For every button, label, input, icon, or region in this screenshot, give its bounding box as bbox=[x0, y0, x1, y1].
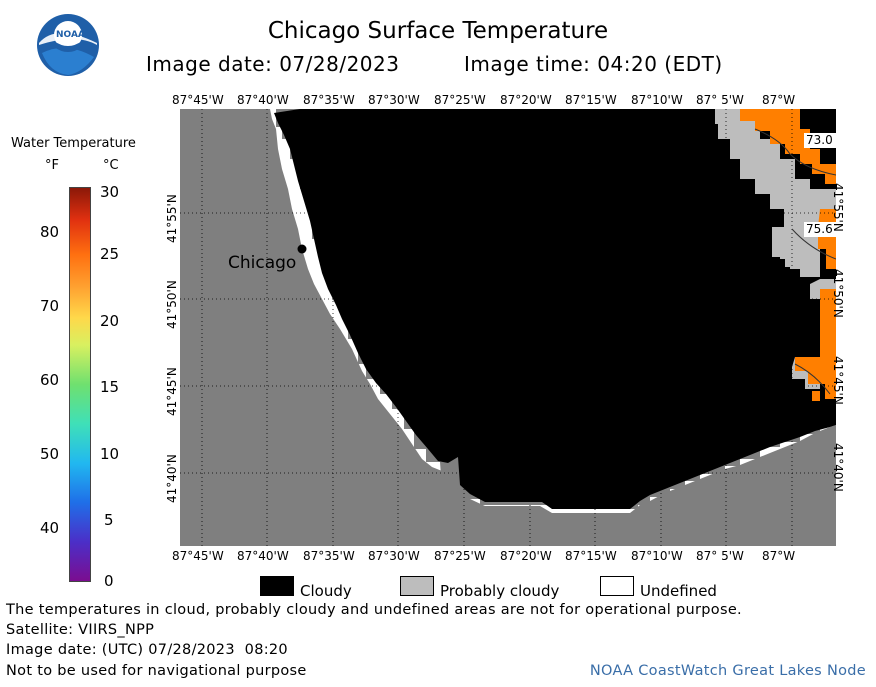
latitude-label-left: 41°45'N bbox=[165, 367, 179, 416]
longitude-label-top: 87° 5'W bbox=[696, 93, 744, 107]
latitude-label-right: 41°55'N bbox=[831, 183, 845, 232]
legend-swatch-cloudy bbox=[260, 576, 294, 596]
warm-water-1 bbox=[740, 109, 836, 184]
legend-label-undefined: Undefined bbox=[640, 582, 717, 600]
celsius-tick: 10 bbox=[100, 445, 120, 463]
latitude-label-left: 41°50'N bbox=[165, 280, 179, 329]
scale-unit-c: °C bbox=[103, 158, 119, 173]
celsius-tick: 20 bbox=[100, 312, 120, 330]
longitude-label-top: 87°25'W bbox=[434, 93, 486, 107]
scale-title: Water Temperature bbox=[11, 136, 136, 151]
cloudy-area bbox=[274, 109, 836, 509]
celsius-tick: 30 bbox=[100, 183, 120, 201]
isotherm-lines bbox=[754, 128, 836, 395]
probably-cloudy-east-2 bbox=[772, 227, 820, 277]
nav-warning-text: Not to be used for navigational purpose bbox=[6, 663, 307, 679]
legend-label-probably-cloudy: Probably cloudy bbox=[440, 582, 560, 600]
latitude-label-right: 41°45'N bbox=[831, 356, 845, 405]
temperature-reading-2: 75.6 bbox=[806, 222, 833, 236]
celsius-tick: 0 bbox=[104, 572, 114, 590]
longitude-label-bottom: 87°30'W bbox=[368, 549, 420, 563]
image-time: Image time: 04:20 (EDT) bbox=[464, 52, 723, 76]
chicago-marker bbox=[297, 244, 307, 254]
longitude-label-bottom: 87°15'W bbox=[565, 549, 617, 563]
legend-swatch-probably-cloudy bbox=[400, 576, 434, 596]
longitude-label-bottom: 87°20'W bbox=[500, 549, 552, 563]
image-date: Image date: 07/28/2023 bbox=[146, 52, 400, 76]
satellite-text: Satellite: VIIRS_NPP bbox=[6, 622, 155, 638]
fahrenheit-tick: 50 bbox=[40, 445, 60, 463]
land-shore bbox=[180, 109, 836, 546]
fahrenheit-tick: 60 bbox=[40, 371, 60, 389]
fahrenheit-tick: 80 bbox=[40, 223, 60, 241]
warm-water-4 bbox=[812, 391, 820, 401]
longitude-label-top: 87°45'W bbox=[172, 93, 224, 107]
longitude-label-bottom: 87° 5'W bbox=[696, 549, 744, 563]
noaa-logo: NOAA bbox=[36, 13, 100, 77]
longitude-label-bottom: 87°10'W bbox=[631, 549, 683, 563]
celsius-tick: 25 bbox=[100, 245, 120, 263]
longitude-label-top: 87°15'W bbox=[565, 93, 617, 107]
fahrenheit-tick: 70 bbox=[40, 297, 60, 315]
disclaimer-text: The temperatures in cloud, probably clou… bbox=[6, 602, 742, 618]
longitude-label-bottom: 87°35'W bbox=[303, 549, 355, 563]
legend-swatch-undefined bbox=[600, 576, 634, 596]
temperature-reading-1: 73.0 bbox=[806, 133, 833, 147]
map-title: Chicago Surface Temperature bbox=[267, 18, 609, 44]
longitude-label-top: 87°35'W bbox=[303, 93, 355, 107]
longitude-label-bottom: 87°W bbox=[762, 549, 796, 563]
logo-text: NOAA bbox=[56, 30, 85, 40]
celsius-tick: 15 bbox=[100, 378, 120, 396]
scale-unit-f: °F bbox=[45, 158, 59, 173]
graticule bbox=[180, 109, 836, 546]
longitude-label-top: 87°W bbox=[762, 93, 796, 107]
celsius-tick: 5 bbox=[104, 511, 114, 529]
longitude-label-top: 87°30'W bbox=[368, 93, 420, 107]
reading-box-2 bbox=[804, 222, 836, 237]
latitude-label-left: 41°55'N bbox=[165, 194, 179, 243]
longitude-label-bottom: 87°45'W bbox=[172, 549, 224, 563]
longitude-label-top: 87°10'W bbox=[631, 93, 683, 107]
latitude-label-right: 41°50'N bbox=[831, 269, 845, 318]
fahrenheit-tick: 40 bbox=[40, 519, 60, 537]
longitude-label-top: 87°20'W bbox=[500, 93, 552, 107]
city-label-chicago: Chicago bbox=[228, 253, 297, 273]
longitude-label-bottom: 87°25'W bbox=[434, 549, 486, 563]
warm-water-3 bbox=[795, 289, 836, 399]
longitude-label-top: 87°40'W bbox=[237, 93, 289, 107]
latitude-label-right: 41°40'N bbox=[831, 443, 845, 492]
latitude-label-left: 41°40'N bbox=[165, 454, 179, 503]
utc-date-text: Image date: (UTC) 07/28/2023 08:20 bbox=[6, 642, 288, 658]
temperature-colorbar bbox=[69, 187, 91, 582]
longitude-label-bottom: 87°40'W bbox=[237, 549, 289, 563]
reading-box-1 bbox=[804, 133, 836, 148]
credit-text: NOAA CoastWatch Great Lakes Node bbox=[589, 663, 866, 679]
map-frame bbox=[180, 109, 836, 546]
legend-label-cloudy: Cloudy bbox=[300, 582, 352, 600]
